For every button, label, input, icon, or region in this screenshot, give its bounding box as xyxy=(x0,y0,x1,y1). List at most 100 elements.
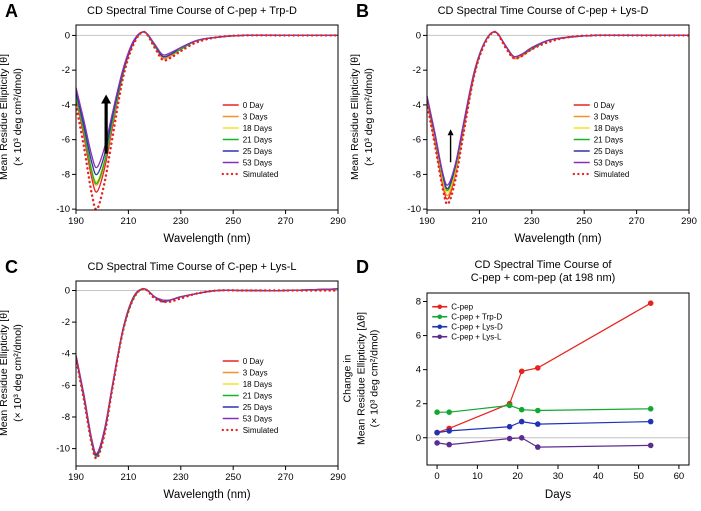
legend-label: C-pep + Lys-L xyxy=(451,333,502,342)
series-line-simulated xyxy=(427,30,689,206)
data-point-c-pep-lys-l xyxy=(446,441,452,448)
y-label-line: Change in xyxy=(341,354,354,403)
y-tick-label: -2 xyxy=(62,65,70,76)
legend-label: 53 Days xyxy=(243,158,272,167)
y-label-line: (× 10³ deg cm²/dmol) xyxy=(11,68,24,166)
legend-label: 21 Days xyxy=(243,135,272,144)
panel-a-plot: 190 210 230 250 270 290 0 -2 -4 -6 -8 -10 0 Day 3 Day… xyxy=(56,24,346,227)
legend-label: 53 Days xyxy=(243,414,272,423)
legend-label: 25 Days xyxy=(243,403,272,412)
series-line-c-pep-lys-d xyxy=(437,420,651,434)
y-tick-label: -2 xyxy=(413,65,421,76)
legend-label: 25 Days xyxy=(243,147,272,156)
data-point-c-pep-lys-d xyxy=(434,429,440,436)
y-tick-label: 4 xyxy=(416,365,421,376)
plot-frame xyxy=(75,24,339,211)
y-label-line: (× 10³ deg cm²/dmol) xyxy=(11,324,24,422)
data-point-c-pep-trp-d xyxy=(535,407,541,414)
x-tick-label: 210 xyxy=(120,216,136,227)
data-point-c-pep-trp-d xyxy=(434,409,440,415)
x-tick-label: 270 xyxy=(278,472,294,483)
legend-label: 53 Days xyxy=(594,158,623,167)
panel-b: B CD Spectral Time Course of C-pep + Lys… xyxy=(349,0,701,255)
y-label-line: (× 10³ deg cm²/dmol) xyxy=(362,68,375,166)
y-tick-label: 0 xyxy=(65,285,70,296)
series-line-53-days xyxy=(76,31,338,169)
y-label-line: Mean Residue Ellipticity [θ] xyxy=(349,53,361,181)
panel-letter-b: B xyxy=(356,1,369,21)
legend-label: C-pep xyxy=(451,303,473,312)
panel-d: D CD Spectral Time Course of C-pep + com… xyxy=(342,256,701,511)
x-tick-label: 210 xyxy=(120,472,136,483)
y-tick-label: -4 xyxy=(62,349,70,360)
x-tick-label: 230 xyxy=(524,216,540,227)
panel-a-y-axis-label: Mean Residue Ellipticity [θ] (× 10³ deg … xyxy=(0,22,26,212)
panel-c-x-axis-label: Wavelength (nm) xyxy=(163,489,251,501)
x-tick-label: 190 xyxy=(68,216,84,227)
y-tick-label: -10 xyxy=(56,204,70,215)
panel-b-plot: 190 210 230 250 270 290 0 -2 -4 -6 -8 -10 0 Day 3 Day… xyxy=(407,24,697,227)
x-tick-label: 190 xyxy=(419,216,435,227)
y-tick-label: 0 xyxy=(416,433,421,444)
legend-label: 25 Days xyxy=(594,147,623,156)
x-tick-label: 190 xyxy=(68,472,84,483)
data-point-c-pep xyxy=(535,365,541,371)
x-tick-label: 0 xyxy=(434,471,439,482)
x-tick-label: 10 xyxy=(472,471,483,482)
y-tick-label: 2 xyxy=(416,399,421,410)
plot-frame xyxy=(75,280,339,467)
y-label-line: Mean Residue Ellipticity [Δθ] xyxy=(355,311,368,446)
series-line-53-days xyxy=(76,288,338,455)
panel-a-title: CD Spectral Time Course of C-pep + Trp-D xyxy=(40,5,344,18)
y-tick-label: 0 xyxy=(416,30,421,41)
series-line-21-days xyxy=(76,31,338,185)
legend-label: 21 Days xyxy=(594,135,623,144)
panel-d-title-line: C-pep + com-pep (at 198 nm) xyxy=(470,272,616,285)
y-tick-label: 8 xyxy=(416,297,421,308)
data-point-c-pep-trp-d xyxy=(446,409,452,415)
x-tick-label: 40 xyxy=(593,471,604,482)
data-point-c-pep-lys-d xyxy=(647,418,654,425)
panel-c: C CD Spectral Time Course of C-pep + Lys… xyxy=(0,256,350,511)
x-tick-label: 270 xyxy=(629,216,645,227)
series-line-c-pep-trp-d xyxy=(437,404,651,413)
panel-a-x-axis-label: Wavelength (nm) xyxy=(163,233,251,245)
y-tick-label: -8 xyxy=(62,169,70,180)
data-point-c-pep xyxy=(647,300,654,306)
panel-b-y-axis-label: Mean Residue Ellipticity [θ] (× 10³ deg … xyxy=(349,22,377,212)
y-tick-label: 0 xyxy=(65,30,70,41)
x-tick-label: 290 xyxy=(681,216,697,227)
legend-label: 18 Days xyxy=(243,124,272,133)
panel-letter-d: D xyxy=(356,257,369,277)
legend-label: 0 Day xyxy=(594,101,615,110)
y-label-line: Mean Residue Ellipticity [θ] xyxy=(0,53,10,181)
legend-label: C-pep + Trp-D xyxy=(451,313,502,322)
panel-b-title-line: CD Spectral Time Course of C-pep + Lys-D xyxy=(437,5,649,17)
series-line-53-days xyxy=(427,31,689,186)
data-point-c-pep-lys-l xyxy=(647,442,654,449)
panel-letter-c: C xyxy=(5,257,18,277)
y-label-line: (× 10³ deg cm²/dmol) xyxy=(368,329,381,428)
y-tick-label: -10 xyxy=(56,444,70,455)
data-point-c-pep-lys-l xyxy=(535,444,541,450)
x-tick-label: 250 xyxy=(576,216,592,227)
series-line-simulated xyxy=(76,30,338,210)
legend-label: 3 Days xyxy=(243,368,268,377)
x-tick-label: 210 xyxy=(471,216,487,227)
plot-frame xyxy=(426,24,690,211)
panel-d-x-axis-label: Days xyxy=(544,489,572,501)
panel-d-title-line: CD Spectral Time Course of xyxy=(474,259,612,271)
data-point-c-pep-lys-d xyxy=(535,421,541,427)
legend-label: 18 Days xyxy=(594,124,623,133)
legend-label: 3 Days xyxy=(594,112,619,121)
x-tick-label: 270 xyxy=(278,216,294,227)
y-tick-label: -10 xyxy=(407,204,421,215)
y-tick-label: 6 xyxy=(416,331,421,342)
y-tick-label: -8 xyxy=(413,169,421,180)
data-point-c-pep xyxy=(518,368,525,375)
series-line-c-pep-lys-l xyxy=(437,437,651,448)
legend-label: Simulated xyxy=(243,170,279,179)
y-label-line: Mean Residue Ellipticity [θ] xyxy=(0,309,10,437)
legend-marker xyxy=(437,314,443,320)
